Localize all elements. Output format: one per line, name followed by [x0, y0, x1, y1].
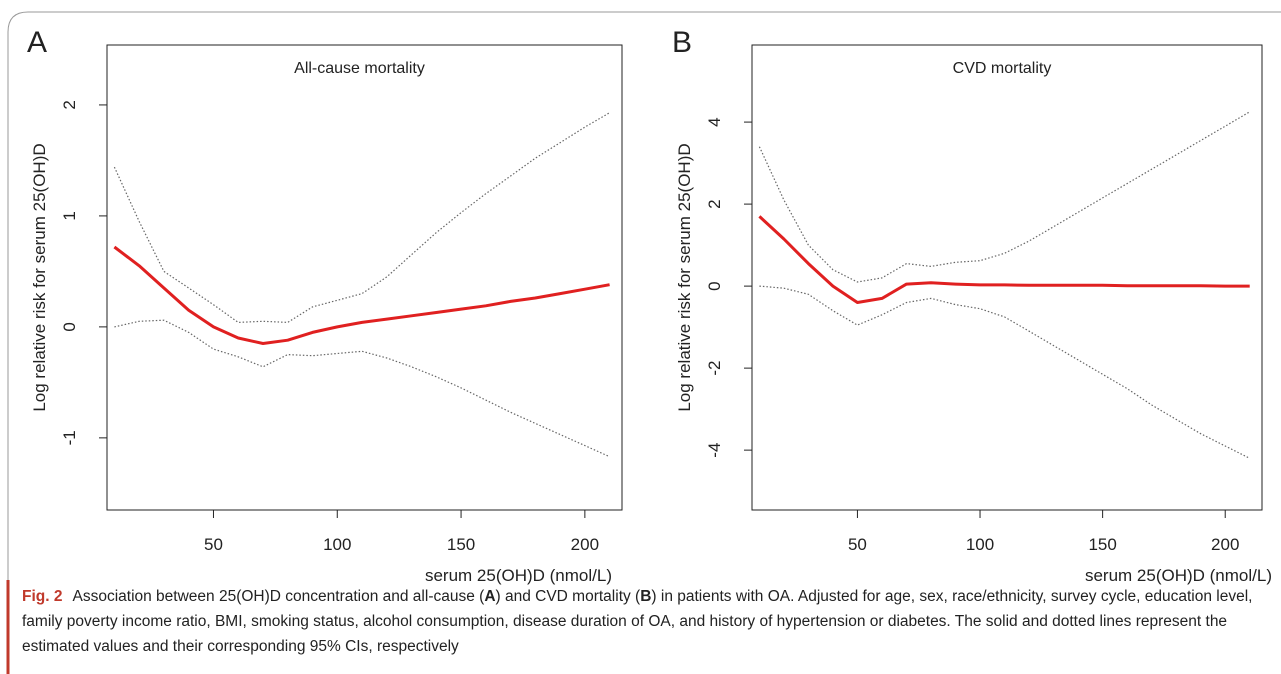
x-tick-label: 150 — [1088, 535, 1116, 554]
frame — [7, 11, 1281, 674]
chart-title: All-cause mortality — [294, 60, 425, 77]
x-tick-label: 50 — [204, 535, 223, 554]
series-line — [759, 285, 1250, 459]
panel: A All-cause mortality serum 25(OH)D (nmol/… — [27, 26, 623, 585]
caption-part: B — [640, 588, 652, 605]
x-tick-label: 200 — [1211, 535, 1239, 554]
y-tick-label: -4 — [705, 443, 724, 458]
panel-label: A — [27, 26, 47, 59]
caption-part: ) and CVD mortality ( — [495, 588, 641, 605]
caption-part: A — [484, 588, 496, 605]
y-tick-label: 2 — [60, 100, 79, 109]
caption-text: Association between 25(OH)D concentratio… — [22, 588, 1253, 655]
series-line — [114, 319, 610, 458]
y-tick-label: 2 — [705, 199, 724, 208]
caption-part: Association between 25(OH)D concentratio… — [72, 588, 485, 605]
y-tick-label: 0 — [705, 281, 724, 290]
y-tick-label: -1 — [60, 430, 79, 445]
y-tick-label: 0 — [60, 322, 79, 331]
series-line — [758, 215, 1250, 304]
series-line — [758, 111, 1251, 283]
y-axis-label: Log relative risk for serum 25(OH)D — [30, 143, 49, 411]
y-tick-label: 4 — [705, 117, 724, 126]
x-tick-label: 50 — [848, 535, 867, 554]
x-tick-label: 100 — [323, 535, 351, 554]
plot-box — [751, 44, 1263, 511]
y-tick-label: 1 — [60, 211, 79, 220]
panel-label: B — [672, 26, 692, 59]
y-tick-label: -2 — [705, 361, 724, 376]
x-axis-label: serum 25(OH)D (nmol/L) — [1085, 566, 1272, 585]
caption: Fig. 2 Association between 25(OH)D concen… — [22, 584, 1262, 659]
x-tick-label: 200 — [571, 535, 599, 554]
plot-box — [106, 44, 623, 511]
panel: B CVD mortality serum 25(OH)D (nmol/L) Log … — [672, 26, 1272, 585]
chart-title: CVD mortality — [953, 60, 1052, 77]
series-line — [113, 245, 610, 345]
series-line — [113, 112, 610, 323]
x-tick-label: 150 — [447, 535, 475, 554]
x-tick-label: 100 — [966, 535, 994, 554]
x-axis-label: serum 25(OH)D (nmol/L) — [425, 566, 612, 585]
y-axis-label: Log relative risk for serum 25(OH)D — [675, 143, 694, 411]
caption-label: Fig. 2 — [22, 588, 63, 605]
caption-part: ) in patients with OA. Adjusted for age,… — [22, 588, 1253, 655]
